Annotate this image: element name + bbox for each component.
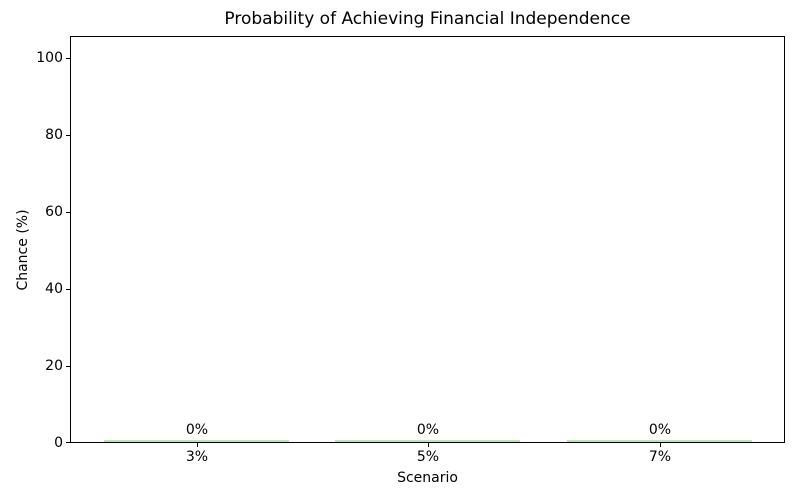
bar-value-label: 0% <box>185 422 209 438</box>
bar-7pct <box>567 440 752 442</box>
bar-value-label: 0% <box>416 422 440 438</box>
y-tick-mark <box>66 366 70 367</box>
y-axis-label: Chance (%) <box>15 209 31 291</box>
y-tick-mark <box>66 289 70 290</box>
y-tick-mark <box>66 442 70 443</box>
x-tick-label: 3% <box>185 449 209 465</box>
y-tick-mark <box>66 135 70 136</box>
y-tick-label: 0 <box>54 435 63 451</box>
y-tick-label: 20 <box>45 358 63 374</box>
x-tick-mark <box>660 443 661 447</box>
y-tick-label: 40 <box>45 281 63 297</box>
y-tick-label: 60 <box>45 204 63 220</box>
y-tick-label: 100 <box>36 50 63 66</box>
bar-5pct <box>335 440 520 442</box>
chart-title: Probability of Achieving Financial Indep… <box>224 9 631 29</box>
x-tick-label: 5% <box>416 449 440 465</box>
bar-3pct <box>104 440 289 442</box>
y-tick-mark <box>66 212 70 213</box>
x-tick-mark <box>428 443 429 447</box>
y-tick-label: 80 <box>45 127 63 143</box>
bar-value-label: 0% <box>648 422 672 438</box>
x-tick-label: 7% <box>648 449 672 465</box>
y-tick-mark <box>66 58 70 59</box>
x-axis-label: Scenario <box>397 470 458 486</box>
x-tick-mark <box>197 443 198 447</box>
plot-area <box>70 36 785 443</box>
